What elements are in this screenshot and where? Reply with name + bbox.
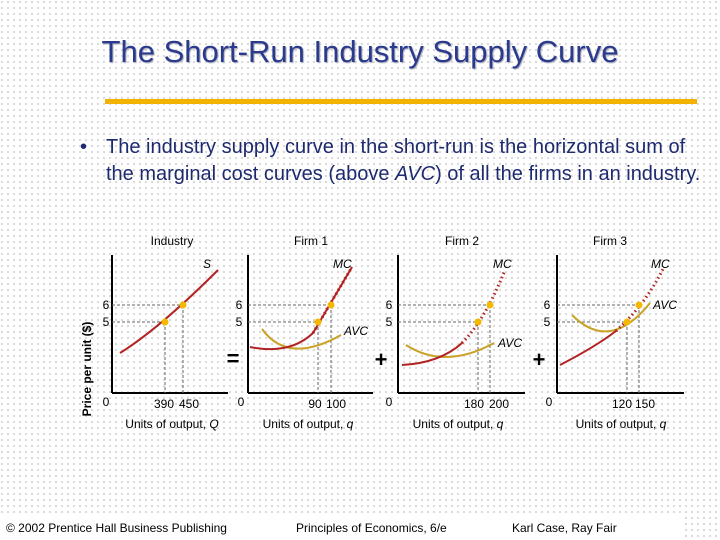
firm1-mc-curve xyxy=(249,266,353,351)
firm3-zero: 0 xyxy=(546,395,553,409)
panel-firm-3: Firm 3 MC AVC 6 5 0 120 150 Units of out… xyxy=(544,234,684,431)
firm3-avc-curve xyxy=(571,302,651,333)
industry-x-label-text: Units of output, xyxy=(125,417,209,431)
bullet-text: The industry supply curve in the short-r… xyxy=(80,134,710,188)
panel-title-industry: Industry xyxy=(151,234,194,248)
firm1-point-6 xyxy=(327,301,335,309)
firm3-x-label-var: q xyxy=(660,417,667,431)
firm2-zero: 0 xyxy=(386,395,393,409)
firm1-price-tick-5: 5 xyxy=(236,315,243,329)
firm2-mc-dotted-extension xyxy=(460,269,507,345)
panel-title-firm-2: Firm 2 xyxy=(445,234,479,248)
panel-firm-1: Firm 1 MC AVC 6 5 6 5 0 90 100 Units of … xyxy=(103,234,373,431)
panel-firm-2: Firm 2 MC AVC 6 5 0 180 200 Units of out… xyxy=(386,234,525,431)
bullet-marker: • xyxy=(80,136,88,158)
firm1-point-5 xyxy=(314,318,322,326)
industry-x-label-var: Q xyxy=(209,417,218,431)
firm2-price-tick-5: 5 xyxy=(386,315,393,329)
bullet-text-part1: The industry supply curve in the short-r… xyxy=(106,136,686,185)
firm1-curve-label-mc: MC xyxy=(333,257,352,271)
industry-point-6 xyxy=(179,301,187,309)
firm2-q-tick-180: 180 xyxy=(464,397,484,411)
title-underline xyxy=(105,99,697,104)
firm2-point-5 xyxy=(474,318,482,326)
firm2-curve-label-avc: AVC xyxy=(497,336,522,350)
firm2-price-tick-6: 6 xyxy=(386,298,393,312)
footer-bar: © 2002 Prentice Hall Business Publishing… xyxy=(0,514,683,540)
footer-copyright: © 2002 Prentice Hall Business Publishing xyxy=(6,521,227,535)
firm3-curve-label-mc: MC xyxy=(651,257,670,271)
firm2-x-label: Units of output, q xyxy=(413,417,504,431)
firm1-zero: 0 xyxy=(238,395,245,409)
industry-price-tick-5: 5 xyxy=(103,315,110,329)
panel-title-firm-3: Firm 3 xyxy=(593,234,627,248)
slide-title: The Short-Run Industry Supply Curve xyxy=(101,34,619,69)
operator-plus-2: + xyxy=(533,347,546,372)
supply-diagram: Price per unit ($) Industry S 0 390 450 … xyxy=(80,234,684,431)
firm1-q-tick-90: 90 xyxy=(308,397,322,411)
firm2-mc-curve xyxy=(401,342,463,366)
firm3-point-5 xyxy=(623,318,631,326)
firm1-avc-curve xyxy=(261,328,342,350)
firm2-q-tick-200: 200 xyxy=(489,397,509,411)
industry-zero: 0 xyxy=(103,395,110,409)
operator-plus-1: + xyxy=(375,347,388,372)
industry-price-tick-6: 6 xyxy=(103,298,110,312)
y-axis-label: Price per unit ($) xyxy=(80,322,94,417)
footer-book: Principles of Economics, 6/e xyxy=(296,521,447,535)
firm3-q-tick-150: 150 xyxy=(635,397,655,411)
footer-authors: Karl Case, Ray Fair xyxy=(512,521,617,535)
firm1-x-label-var: q xyxy=(347,417,354,431)
firm3-x-label-text: Units of output, xyxy=(576,417,660,431)
panel-industry: Industry S 0 390 450 Units of output, Q xyxy=(103,234,228,431)
firm2-point-6 xyxy=(486,301,494,309)
industry-x-label: Units of output, Q xyxy=(125,417,218,431)
firm1-price-tick-6: 6 xyxy=(236,298,243,312)
firm1-x-label: Units of output, q xyxy=(263,417,354,431)
bullet-text-part2: ) of all the firms in an industry. xyxy=(435,163,701,185)
industry-point-5 xyxy=(161,318,169,326)
firm1-q-tick-100: 100 xyxy=(326,397,346,411)
firm3-curve-label-avc: AVC xyxy=(652,298,677,312)
firm1-curve-label-avc: AVC xyxy=(343,324,368,338)
firm3-mc-curve xyxy=(559,330,617,366)
bullet-text-avc: AVC xyxy=(395,163,436,185)
industry-curve-label-s: S xyxy=(203,257,211,271)
firm3-price-tick-5: 5 xyxy=(544,315,551,329)
firm3-point-6 xyxy=(635,301,643,309)
firm3-q-tick-120: 120 xyxy=(612,397,632,411)
firm3-price-tick-6: 6 xyxy=(544,298,551,312)
industry-q-tick-450: 450 xyxy=(179,397,199,411)
industry-q-tick-390: 390 xyxy=(154,397,174,411)
firm1-mc-dotted-extension xyxy=(311,266,354,334)
bullet-point: • The industry supply curve in the short… xyxy=(80,134,710,188)
industry-supply-curve xyxy=(119,269,219,354)
firm2-x-label-var: q xyxy=(497,417,504,431)
firm3-x-label: Units of output, q xyxy=(576,417,667,431)
panel-title-firm-1: Firm 1 xyxy=(294,234,328,248)
operator-equals: = xyxy=(227,346,240,371)
firm2-curve-label-mc: MC xyxy=(493,257,512,271)
firm1-x-label-text: Units of output, xyxy=(263,417,347,431)
firm2-x-label-text: Units of output, xyxy=(413,417,497,431)
firm2-avc-curve xyxy=(405,342,495,358)
